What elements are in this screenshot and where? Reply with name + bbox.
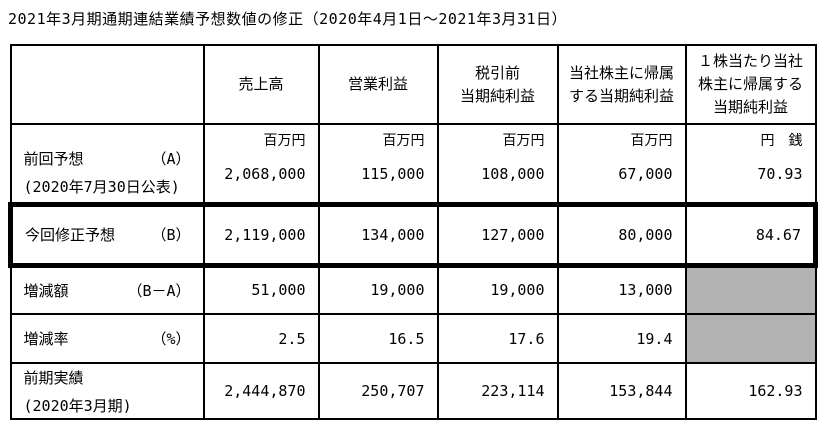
forecast-revision-table: 売上高 営業利益 税引前 当期純利益 当社株主に帰属 する当期純利益 １株当たり… <box>8 44 818 420</box>
cell-value: 115,000 <box>361 165 425 183</box>
unit-label: 百万円 <box>630 133 673 149</box>
page-title: 2021年3月期通期連結業績予想数値の修正（2020年4月1日～2021年3月3… <box>8 10 568 28</box>
corner-cell <box>9 44 205 125</box>
value-cell: 250,707 <box>317 362 439 420</box>
revised-forecast-label-cell: 今回修正予想 （B） <box>8 201 205 268</box>
value-cell: 百万円 108,000 <box>436 123 559 205</box>
value-cell: 84.67 <box>684 201 818 268</box>
value-cell: 51,000 <box>202 264 320 315</box>
value-cell: 134,000 <box>317 201 439 268</box>
row-change-amount: 増減額 （B－A） 51,000 19,000 19,000 13,000 <box>9 264 817 315</box>
value-cell: 16.5 <box>317 313 439 364</box>
value-cell: 百万円 2,068,000 <box>202 123 320 205</box>
value-cell: 17.6 <box>436 313 559 364</box>
row-previous-forecast: 前回予想 （A） (2020年7月30日公表) 百万円 2,068,000 百万… <box>9 123 817 205</box>
row-change-rate: 増減率 （%） 2.5 16.5 17.6 19.4 <box>9 313 817 364</box>
value-cell: 2,444,870 <box>202 362 320 420</box>
value-cell: 13,000 <box>556 264 687 315</box>
value-cell: 223,114 <box>436 362 559 420</box>
unit-label: 円 銭 <box>760 133 803 149</box>
value-cell: 百万円 115,000 <box>317 123 439 205</box>
value-cell: 百万円 67,000 <box>556 123 687 205</box>
row-label-suffix: （%） <box>151 330 191 348</box>
row-label: 増減率 <box>23 330 69 348</box>
row-revised-forecast: 今回修正予想 （B） 2,119,000 134,000 127,000 80,… <box>8 201 818 268</box>
unit-label: 百万円 <box>502 133 545 149</box>
no-data-cell <box>684 264 817 315</box>
value-cell: 19.4 <box>556 313 687 364</box>
header-net-income-per-share: １株当たり当社 株主に帰属する 当期純利益 <box>684 44 817 125</box>
row-label: 今回修正予想 <box>25 226 116 244</box>
row-previous-results: 前期実績 (2020年3月期) 2,444,870 250,707 223,11… <box>9 362 817 420</box>
value-cell: 2.5 <box>202 313 320 364</box>
previous-forecast-label-cell: 前回予想 （A） (2020年7月30日公表) <box>9 123 205 205</box>
cell-value: 108,000 <box>481 165 545 183</box>
unit-label: 百万円 <box>263 133 306 149</box>
row-label-suffix: （B－A） <box>127 281 191 300</box>
value-cell: 円 銭 70.93 <box>684 123 817 205</box>
value-cell: 19,000 <box>436 264 559 315</box>
row-label: 前回予想 <box>23 149 84 168</box>
change-amount-label-cell: 増減額 （B－A） <box>9 264 205 315</box>
row-label: 増減額 <box>23 281 69 300</box>
cell-value: 2,068,000 <box>224 165 306 183</box>
row-sublabel: (2020年7月30日公表) <box>23 177 180 196</box>
row-label-suffix: （B） <box>151 226 191 244</box>
change-rate-label-cell: 増減率 （%） <box>9 313 205 364</box>
value-cell: 153,844 <box>556 362 687 420</box>
no-data-cell <box>684 313 817 364</box>
row-label: 前期実績 <box>23 368 84 387</box>
value-cell: 162.93 <box>684 362 817 420</box>
unit-label: 百万円 <box>382 133 425 149</box>
row-sublabel: (2020年3月期) <box>23 396 132 415</box>
value-cell: 19,000 <box>317 264 439 315</box>
header-pretax-net-income: 税引前 当期純利益 <box>436 44 559 125</box>
header-net-sales: 売上高 <box>202 44 320 125</box>
header-net-income-attributable: 当社株主に帰属 する当期純利益 <box>556 44 687 125</box>
header-operating-income: 営業利益 <box>317 44 439 125</box>
value-cell: 2,119,000 <box>202 201 320 268</box>
cell-value: 70.93 <box>757 165 803 183</box>
value-cell: 80,000 <box>556 201 687 268</box>
header-row: 売上高 営業利益 税引前 当期純利益 当社株主に帰属 する当期純利益 １株当たり… <box>9 44 817 125</box>
row-label-suffix: （A） <box>151 149 191 168</box>
cell-value: 67,000 <box>618 165 673 183</box>
value-cell: 127,000 <box>436 201 559 268</box>
previous-results-label-cell: 前期実績 (2020年3月期) <box>9 362 205 420</box>
